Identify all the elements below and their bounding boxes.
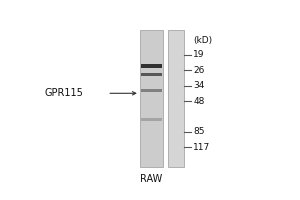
Text: 85: 85 — [193, 127, 205, 136]
Text: GPR115: GPR115 — [44, 88, 83, 98]
Text: 48: 48 — [193, 97, 205, 106]
Text: (kD): (kD) — [193, 36, 212, 45]
Bar — [168, 30, 184, 167]
Bar — [141, 118, 162, 121]
Text: 26: 26 — [193, 66, 205, 75]
Bar — [141, 89, 162, 92]
Text: 34: 34 — [193, 81, 205, 90]
Text: 19: 19 — [193, 50, 205, 59]
Bar — [141, 73, 162, 76]
Bar — [140, 30, 163, 167]
Bar — [141, 64, 162, 68]
Text: 117: 117 — [193, 143, 211, 152]
Text: RAW: RAW — [140, 174, 163, 184]
